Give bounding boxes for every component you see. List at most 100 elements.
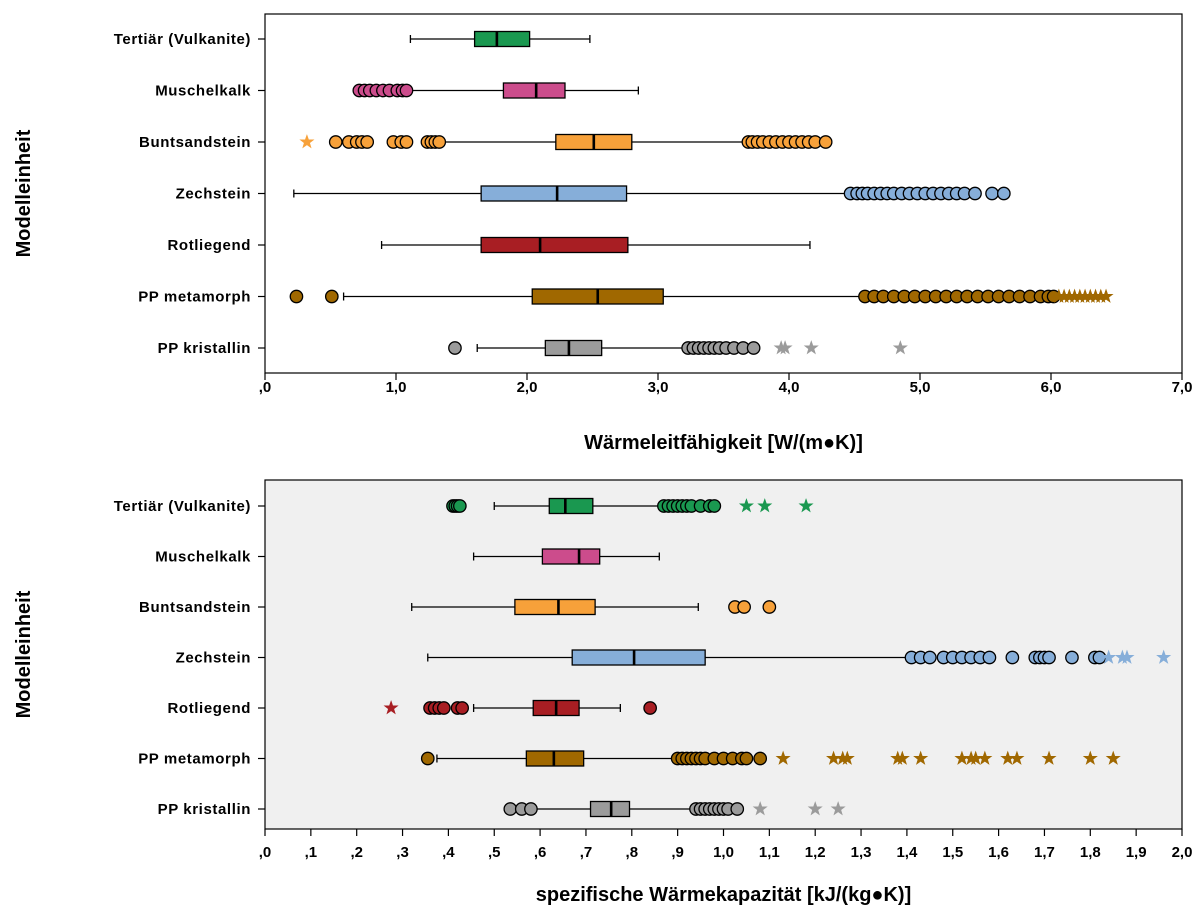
panel-2-tertiaer-vulkanite-outlier-point [707,499,722,513]
panel-1-tertiaer-vulkanite-box [473,30,531,48]
panel-2-x-tick-label: ,7 [580,844,593,861]
panel-1-buntsandstein-outlier-point [399,135,414,149]
panel-1-x-tick-label: 5,0 [910,379,931,396]
panel-2-x-tick-label: ,6 [534,844,547,861]
panel-2-pp-metamorph-extreme-point [913,750,929,765]
panel-1-tertiaer-vulkanite-box-group [409,30,591,48]
panel-2-zechstein-extreme-point [1101,649,1117,664]
panel-1-x-axis: ,0 1,0 2,0 3,0 4,0 5,0 6,0 7,0 [259,373,1193,396]
panel-1-x-tick-label: 7,0 [1172,379,1193,396]
panel-2-zechstein-outlier-point [1065,650,1079,665]
panel-2-pp-metamorph-extreme-point [977,750,993,765]
panel-2-x-tick-label: 1,3 [851,844,872,861]
panel-2-pp-kristallin-outlier-point [524,802,538,816]
panel-1-tertiaer-vulkanite-y-tick-label: Tertiär (Vulkanite) [114,31,251,48]
panel-2-x-tick-label: ,4 [442,844,455,861]
panel-1-zechstein-outlier-point [985,186,999,201]
panel-1-x-tick-label: 6,0 [1041,379,1062,396]
panel-1-buntsandstein-outlier-point [328,135,343,149]
panel-1-buntsandstein-outlier-point [360,135,375,149]
panel-2-zechstein-y-tick-label: Zechstein [176,650,251,667]
panel-1-pp-kristallin-extreme-point [777,340,793,355]
panel-1-pp-metamorph-box-group [289,288,1114,305]
panel-2-tertiaer-vulkanite-extreme-point [738,498,754,513]
panel-1-pp-metamorph-outlier-point [324,289,339,304]
panel-2-x-tick-label: ,8 [626,844,639,861]
panel-2-rotliegend-outlier-point [436,701,451,715]
panel-1-pp-kristallin-outlier-point [746,341,761,355]
panel-2-rotliegend-box-group [383,699,657,717]
panel-2-tertiaer-vulkanite-y-tick-label: Tertiär (Vulkanite) [114,498,251,515]
panel-2-x-tick-label: 1,2 [805,844,826,861]
panel-1-muschelkalk-box-group [352,82,639,99]
panel-2-x-tick-label: ,2 [350,844,363,861]
panel-1-muschelkalk-outlier-point [399,83,414,98]
panel-2-pp-kristallin-extreme-point [807,801,823,816]
panel-1-pp-kristallin-box-group [448,339,908,357]
panel-2-zechstein-outlier-point [1042,650,1056,665]
panel-1-rotliegend-box-group [380,236,811,254]
panel-2-buntsandstein-box [514,598,596,616]
panel-1-pp-metamorph-outlier-point [289,289,304,304]
panel-1-pp-metamorph-y-tick-label: PP metamorph [138,289,251,306]
panel-1-zechstein-box-group [293,185,1011,202]
panel-2-zechstein-outlier-point [1005,650,1020,665]
panel-2-muschelkalk-box-group [472,548,660,565]
panel-2-zechstein-outlier-point [1092,650,1107,665]
panel-2-pp-metamorph-extreme-point [1105,750,1121,765]
panel-2-pp-metamorph-y-tick-label: PP metamorph [138,751,251,768]
panel-2-pp-kristallin-y-tick-label: PP kristallin [158,801,251,818]
panel-2-rotliegend-outlier-point [455,701,470,715]
panel-2-zechstein-box-group [427,649,1172,666]
panel-2: ,0 ,1 ,2 ,3 ,4 ,5 ,6 ,7 ,8 ,9 1,0 1,1 1,2 1,3 1,4 1,5 1,… [13,479,1193,906]
panel-2-x-tick-label: 1,4 [896,844,918,861]
panel-1-zechstein-y-tick-label: Zechstein [176,186,251,203]
panel-2-y-axis-title: Modelleinheit [13,590,35,718]
panel-2-zechstein-outlier-point [922,650,937,665]
panel-1-zechstein-outlier-point [968,186,982,201]
panel-1: ,0 1,0 2,0 3,0 4,0 5,0 6,0 7,0 Wärmeleitfähigkei… [13,13,1193,454]
panel-1-pp-kristallin-box [544,339,603,357]
panel-1-x-tick-label: 3,0 [648,379,669,396]
panel-2-x-tick-label: 2,0 [1172,844,1193,861]
panel-2-x-tick-label: ,9 [671,844,684,861]
panel-1-x-tick-label: 2,0 [517,379,538,396]
panel-2-pp-kristallin-outlier-point [730,802,745,816]
panel-2-pp-metamorph-outlier-point [753,751,768,766]
panel-1-x-tick-label: ,0 [259,379,272,396]
panel-1-muschelkalk-y-tick-label: Muschelkalk [155,83,251,100]
panel-2-x-tick-label: 1,5 [942,844,963,861]
panel-2-x-tick-label: ,3 [396,844,409,861]
panel-1-x-tick-label: 1,0 [386,379,407,396]
panel-1-buntsandstein-box-group [299,133,833,151]
panel-2-rotliegend-extreme-point [383,700,399,715]
panel-2-rotliegend-outlier-point [643,701,657,715]
panel-2-x-axis-title: spezifische Wärmekapazität [kJ/(kg●K)] [536,884,912,906]
panel-1-rotliegend-box [480,236,629,254]
panel-2-muschelkalk-y-tick-label: Muschelkalk [155,549,251,566]
panel-2-buntsandstein-outlier-point [762,600,777,614]
panel-2-x-tick-label: 1,6 [988,844,1009,861]
panel-2-pp-metamorph-box-group [420,750,1121,767]
panel-2-pp-metamorph-outlier-point [739,751,754,766]
panel-2-tertiaer-vulkanite-extreme-point [757,498,773,513]
panel-2-rotliegend-y-tick-label: Rotliegend [168,700,252,717]
panel-2-x-tick-label: 1,0 [713,844,734,861]
panel-1-zechstein-box [480,185,628,202]
panel-1-x-axis-title: Wärmeleitfähigkeit [W/(m●K)] [584,432,863,454]
panel-2-x-tick-label: ,0 [259,844,272,861]
panel-2-x-tick-label: ,5 [488,844,501,861]
panel-2-pp-metamorph-extreme-point [894,750,910,765]
panel-2-pp-metamorph-extreme-point [775,750,791,765]
panel-1-zechstein-outlier-point [996,186,1011,201]
panel-2-buntsandstein-box-group [411,598,777,616]
panel-2-x-tick-label: 1,9 [1126,844,1147,861]
panel-1-pp-kristallin-outlier-point [448,341,462,355]
panel-2-pp-kristallin-outlier-point [503,802,518,816]
panel-2-x-tick-label: 1,7 [1034,844,1055,861]
panel-2-pp-kristallin-box-group [503,800,846,818]
panel-1-y-axis-title: Modelleinheit [13,129,35,257]
panel-1-x-tick-label: 4,0 [779,379,800,396]
panel-1-pp-kristallin-y-tick-label: PP kristallin [158,340,251,357]
